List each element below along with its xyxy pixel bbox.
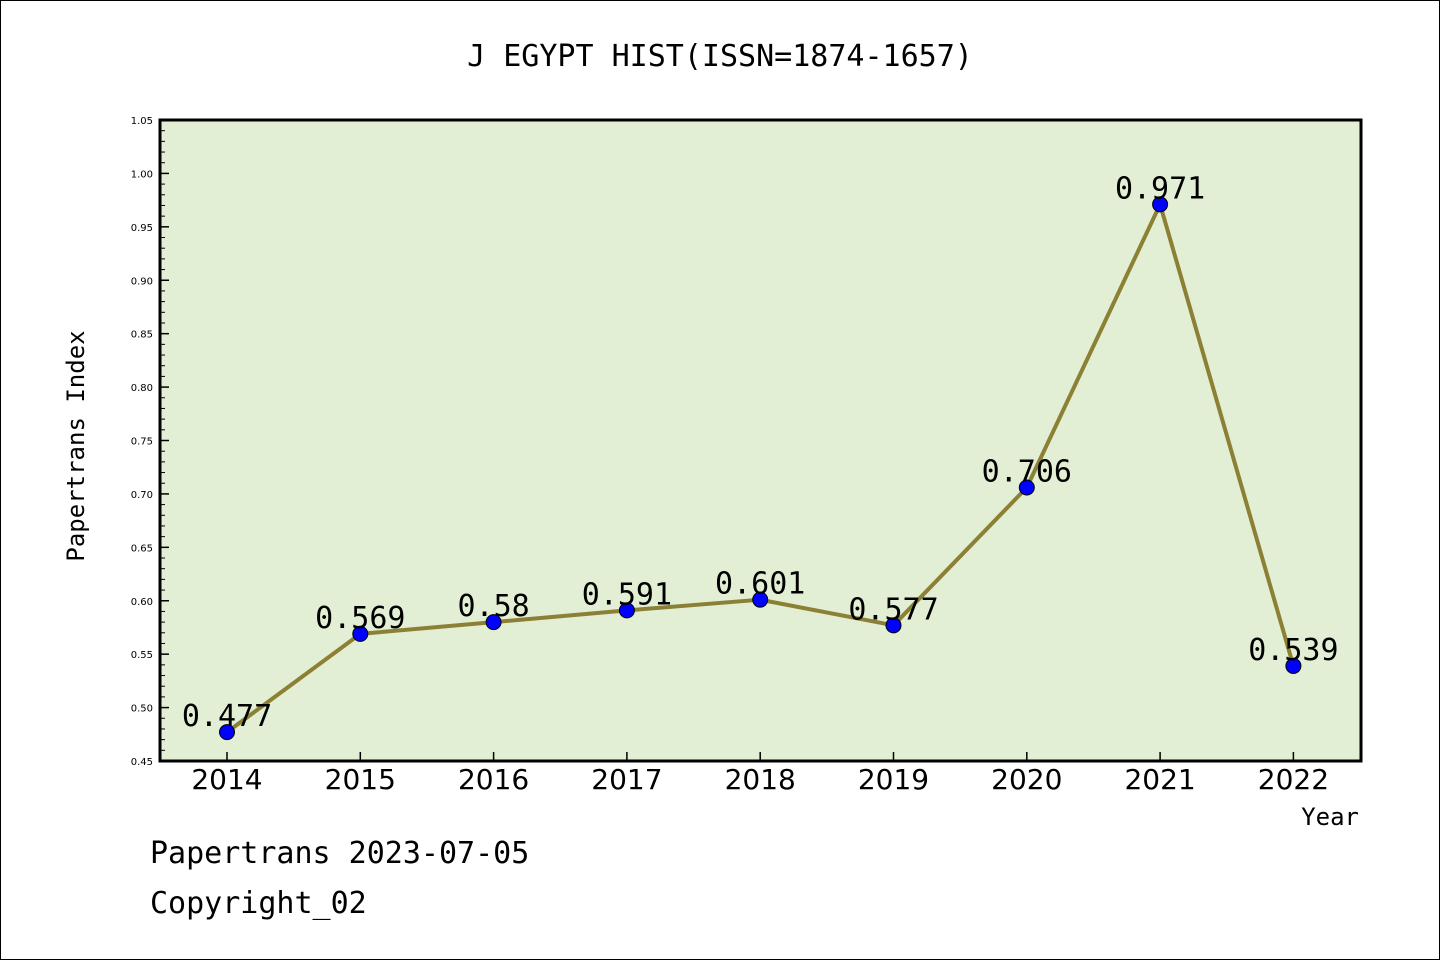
data-point-2017 xyxy=(618,602,635,619)
data-label-2018: 0.601 xyxy=(715,567,805,602)
x-tick-label: 2021 xyxy=(1124,763,1195,796)
y-tick-label: 1.05 xyxy=(131,116,153,127)
data-label-2014: 0.477 xyxy=(182,699,272,734)
y-tick-label: 0.50 xyxy=(131,704,153,715)
x-tick-label: 2015 xyxy=(325,763,396,796)
x-tick-label: 2014 xyxy=(191,763,262,796)
y-tick-label: 0.65 xyxy=(131,543,153,554)
y-tick-label: 0.90 xyxy=(131,276,153,287)
x-axis-label: Year xyxy=(1301,803,1359,831)
y-tick-label: 0.95 xyxy=(131,223,153,234)
footer-copyright: Copyright_02 xyxy=(150,886,367,921)
data-label-2021: 0.971 xyxy=(1115,171,1205,206)
x-tick-label: 2020 xyxy=(991,763,1062,796)
x-tick-label: 2022 xyxy=(1258,763,1329,796)
data-label-2015: 0.569 xyxy=(315,601,405,636)
y-tick-label: 0.75 xyxy=(131,437,153,448)
y-tick-label: 0.60 xyxy=(131,597,153,608)
data-points xyxy=(219,196,1302,741)
data-point-2018 xyxy=(752,591,769,608)
data-labels: 0.477 0.569 0.58 0.591 0.601 0.577 0.706 0.971 0… xyxy=(182,171,1339,734)
data-point-2016 xyxy=(485,614,502,631)
data-point-2020 xyxy=(1018,479,1035,496)
y-tick-label: 0.55 xyxy=(131,650,153,661)
data-label-2016: 0.58 xyxy=(457,589,529,624)
x-axis: 2014 2015 2016 2017 2018 2019 2020 2021 2022 xyxy=(191,752,1329,796)
data-label-2020: 0.706 xyxy=(982,455,1072,490)
y-axis-label: Papertrans Index xyxy=(62,330,90,561)
y-tick-label: 0.80 xyxy=(131,383,153,394)
data-label-2017: 0.591 xyxy=(582,577,672,612)
x-tick-label: 2016 xyxy=(458,763,529,796)
x-tick-label: 2017 xyxy=(591,763,662,796)
data-point-2014 xyxy=(219,724,235,741)
data-point-2022 xyxy=(1285,657,1302,674)
chart-title: J EGYPT HIST(ISSN=1874-1657) xyxy=(467,39,973,74)
plot-area xyxy=(158,118,1363,763)
data-point-2019 xyxy=(885,617,902,634)
footer-date: Papertrans 2023-07-05 xyxy=(150,836,529,871)
data-label-2022: 0.539 xyxy=(1248,633,1338,668)
y-axis: 0.45 0.50 0.55 0.60 0.65 0.70 0.75 0.80 0.85 0.90… xyxy=(131,116,169,768)
data-label-2019: 0.577 xyxy=(848,592,938,627)
data-point-2015 xyxy=(352,625,369,642)
y-tick-label: 1.00 xyxy=(131,169,153,180)
x-tick-label: 2018 xyxy=(725,763,796,796)
y-tick-label: 0.70 xyxy=(131,490,153,501)
data-point-2021 xyxy=(1152,196,1169,213)
y-tick-label: 0.45 xyxy=(131,757,153,768)
x-tick-label: 2019 xyxy=(858,763,929,796)
y-tick-label: 0.85 xyxy=(131,330,153,341)
